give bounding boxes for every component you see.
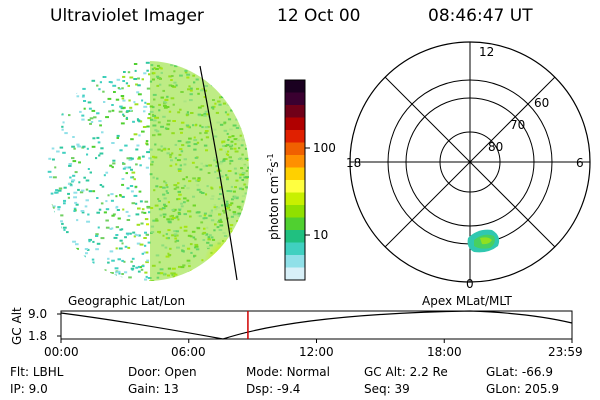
lat-label-70: 70 — [510, 118, 526, 132]
colorbar-cell — [285, 167, 305, 181]
colorbar-cell — [285, 217, 305, 231]
mlt-label-18: 18 — [346, 156, 362, 170]
xtick-0600: 06:00 — [171, 345, 206, 359]
altitude-axis-label: GC Alt — [10, 307, 24, 345]
ip-field: IP: 9.0 — [10, 382, 48, 396]
colorbar-cell — [285, 155, 305, 168]
colorbar-cell — [285, 92, 305, 106]
orbit-altitude-curve — [60, 310, 573, 340]
colorbar-units-label: photon cm-2s-1 — [266, 153, 281, 240]
right-panel-label: Apex MLat/MLT — [422, 294, 512, 308]
flt-field: Flt: LBHL — [10, 365, 64, 379]
observation-time: 08:46:47 UT — [428, 6, 533, 26]
glat-field: GLat: -66.9 — [486, 365, 553, 379]
colorbar-label-100: 100 — [313, 141, 336, 155]
mlt-label-6: 6 — [576, 156, 584, 170]
mlt-label-12: 12 — [479, 45, 495, 59]
lat-label-80: 80 — [488, 140, 504, 154]
mlt-label-0: 0 — [466, 277, 474, 291]
earth-image — [47, 61, 249, 281]
door-field: Door: Open — [128, 365, 197, 379]
xtick-1200: 12:00 — [299, 345, 334, 359]
colorbar-cell — [285, 80, 305, 93]
gc-alt-field: GC Alt: 2.2 Re — [364, 365, 448, 379]
color-bar — [284, 79, 310, 281]
altitude-ytick-1-8: 1.8 — [28, 329, 48, 343]
altitude-ytick-9: 9.0 — [28, 307, 48, 321]
colorbar-cell — [285, 255, 305, 268]
colorbar-cell — [285, 267, 305, 281]
polar-plot — [349, 41, 591, 283]
left-panel-label: Geographic Lat/Lon — [68, 294, 186, 308]
observation-date: 12 Oct 00 — [277, 6, 361, 26]
colorbar-cell — [285, 242, 305, 256]
colorbar-cell — [285, 142, 305, 156]
xtick-0000: 00:00 — [44, 345, 79, 359]
lat-label-60: 60 — [534, 96, 550, 110]
gain-field: Gain: 13 — [128, 382, 179, 396]
terminator-line — [199, 65, 238, 281]
seq-field: Seq: 39 — [364, 382, 410, 396]
xtick-1800: 18:00 — [427, 345, 462, 359]
colorbar-label-10: 10 — [313, 228, 329, 242]
dsp-field: Dsp: -9.4 — [246, 382, 301, 396]
glon-field: GLon: 205.9 — [486, 382, 559, 396]
instrument-title: Ultraviolet Imager — [50, 6, 204, 26]
colorbar-cell — [285, 230, 305, 243]
colorbar-cell — [285, 180, 305, 193]
colorbar-cell — [285, 130, 305, 143]
mode-field: Mode: Normal — [246, 365, 330, 379]
colorbar-cell — [285, 105, 305, 118]
colorbar-cell — [285, 205, 305, 218]
colorbar-cell — [285, 117, 305, 131]
altitude-plot — [57, 310, 573, 343]
xtick-2359: 23:59 — [548, 345, 583, 359]
colorbar-cell — [285, 192, 305, 206]
